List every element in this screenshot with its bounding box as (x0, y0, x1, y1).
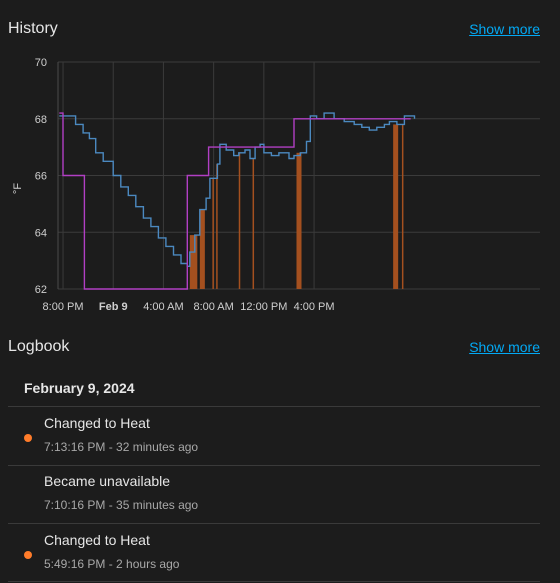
y-axis-label: °F (12, 183, 24, 194)
history-title: History (8, 20, 58, 37)
logbook-entry[interactable]: Changed to Heat 5:49:16 PM - 2 hours ago (0, 525, 540, 581)
heating-bar (393, 124, 399, 289)
heating-bar (296, 152, 302, 289)
divider (8, 465, 540, 466)
logbook-header: Logbook Show more (8, 338, 540, 356)
logbook-entry[interactable]: Became unavailable 7:10:16 PM - 35 minut… (0, 466, 540, 522)
divider (8, 406, 540, 407)
entry-time: 7:10:16 PM - 35 minutes ago (44, 498, 199, 512)
y-tick-label: 62 (35, 284, 47, 296)
x-tick-label: 8:00 AM (193, 301, 233, 313)
logbook-entry[interactable]: Changed to Heat 7:13:16 PM - 32 minutes … (0, 408, 540, 464)
y-tick-label: 68 (35, 114, 47, 126)
heating-bar (252, 158, 255, 289)
x-tick-label: 12:00 PM (240, 301, 287, 313)
history-show-more-link[interactable]: Show more (469, 21, 540, 37)
entry-title: Became unavailable (44, 473, 171, 489)
logbook-title: Logbook (8, 338, 70, 355)
entry-time: 7:13:16 PM - 32 minutes ago (44, 440, 199, 454)
heating-bar (238, 152, 241, 289)
current-temperature-line (59, 112, 416, 267)
chart-axis-labels: 62 64 66 68 70 8:00 PM Feb 9 4:00 AM 8:00 AM 12:0… (12, 57, 335, 313)
x-tick-label: Feb 9 (99, 301, 128, 313)
x-tick-label: 8:00 PM (43, 301, 84, 313)
divider (8, 581, 540, 582)
x-tick-label: 4:00 AM (143, 301, 183, 313)
entry-title: Changed to Heat (44, 532, 150, 548)
heating-bar (199, 209, 205, 289)
heating-bar (189, 235, 198, 289)
history-chart[interactable]: 62 64 66 68 70 8:00 PM Feb 9 4:00 AM 8:00 AM 12:0… (0, 48, 560, 323)
state-dot-icon (24, 551, 32, 559)
logbook-show-more-link[interactable]: Show more (469, 339, 540, 355)
chart-series (59, 112, 416, 290)
x-tick-label: 4:00 PM (294, 301, 335, 313)
heating-bar (216, 164, 218, 289)
history-header: History Show more (8, 20, 540, 38)
entry-title: Changed to Heat (44, 415, 150, 431)
heating-bars (189, 124, 404, 289)
state-dot-icon (24, 434, 32, 442)
entry-time: 5:49:16 PM - 2 hours ago (44, 557, 180, 571)
heating-bar (212, 178, 214, 289)
logbook-date: February 9, 2024 (24, 380, 135, 396)
y-tick-label: 66 (35, 171, 47, 183)
y-tick-label: 70 (35, 57, 47, 69)
target-temperature-line (59, 112, 411, 290)
y-tick-label: 64 (35, 227, 47, 239)
heating-bar (401, 124, 404, 289)
divider (8, 523, 540, 524)
